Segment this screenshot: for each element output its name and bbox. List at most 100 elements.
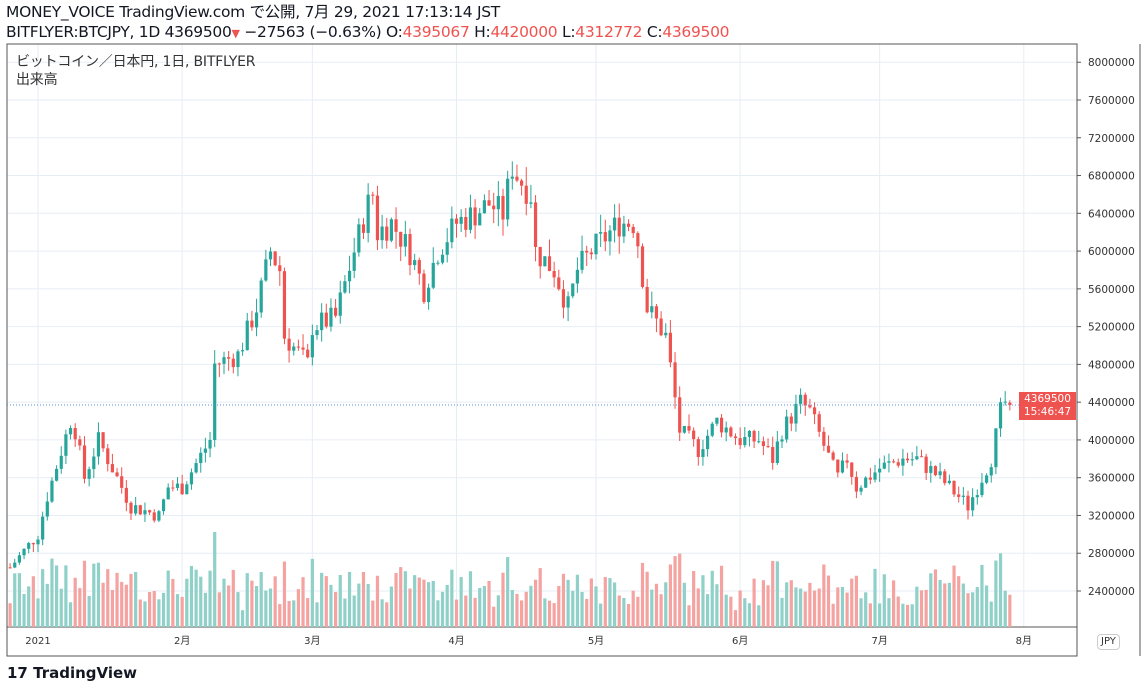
candle-body bbox=[594, 233, 598, 255]
candle-body bbox=[692, 430, 696, 440]
volume-bar bbox=[110, 590, 114, 627]
candle-body bbox=[366, 194, 370, 233]
volume-bar bbox=[78, 588, 82, 627]
volume-bar bbox=[389, 586, 393, 627]
volume-bar bbox=[668, 564, 672, 627]
candle-body bbox=[459, 216, 463, 224]
volume-bar bbox=[171, 578, 175, 627]
volume-bar bbox=[538, 568, 542, 627]
candle-body bbox=[659, 318, 663, 336]
volume-bar bbox=[366, 583, 370, 627]
volume-bar bbox=[152, 590, 156, 627]
volume-bar bbox=[292, 600, 296, 627]
candle-body bbox=[961, 495, 965, 497]
candle-body bbox=[771, 447, 775, 463]
candle-body bbox=[385, 226, 389, 241]
volume-bar bbox=[761, 580, 765, 627]
volume-bar bbox=[692, 571, 696, 627]
h-label: H: bbox=[474, 23, 491, 41]
volume-bar bbox=[575, 574, 579, 627]
volume-bar bbox=[27, 586, 31, 627]
candle-body bbox=[134, 505, 138, 514]
candle-body bbox=[845, 460, 849, 463]
candle-body bbox=[371, 194, 375, 196]
candle-body bbox=[910, 459, 914, 461]
volume-bar bbox=[343, 598, 347, 627]
volume-bar bbox=[957, 576, 961, 627]
candle-body bbox=[338, 292, 342, 316]
candle-body bbox=[747, 430, 752, 437]
candle-body bbox=[859, 487, 863, 492]
volume-bar bbox=[380, 599, 384, 627]
bar-countdown: 15:46:47 bbox=[1023, 406, 1072, 418]
candle-body bbox=[259, 280, 263, 313]
candle-body bbox=[599, 232, 603, 234]
volume-bar bbox=[789, 580, 793, 627]
candle-body bbox=[208, 439, 212, 449]
volume-bar bbox=[943, 583, 947, 627]
candle-body bbox=[706, 435, 710, 450]
volume-bar bbox=[771, 560, 775, 627]
candle-body bbox=[8, 567, 12, 569]
candle-body bbox=[501, 195, 505, 220]
volume-bar bbox=[347, 571, 352, 627]
candle-body bbox=[106, 448, 110, 465]
volume-bar bbox=[431, 580, 435, 627]
volume-bar bbox=[278, 604, 282, 627]
candle-body bbox=[394, 219, 398, 232]
candle-body bbox=[222, 357, 226, 364]
y-tick-label: 4400000 bbox=[1088, 397, 1135, 409]
candle-body bbox=[543, 256, 547, 267]
volume-bar bbox=[450, 569, 454, 627]
volume-bar bbox=[626, 603, 631, 627]
volume-bar bbox=[227, 585, 231, 627]
candle-body bbox=[185, 484, 189, 495]
volume-bar bbox=[185, 578, 189, 627]
candle-body bbox=[808, 405, 812, 408]
candle-body bbox=[668, 332, 672, 363]
candle-body bbox=[492, 205, 496, 210]
volume-bar bbox=[87, 595, 91, 627]
volume-bar bbox=[924, 589, 928, 627]
candle-body bbox=[613, 217, 617, 231]
volume-bar bbox=[836, 587, 840, 627]
volume-bar bbox=[296, 589, 300, 627]
volume-bar bbox=[506, 557, 510, 627]
volume-bar bbox=[533, 579, 538, 627]
candle-body bbox=[840, 460, 845, 473]
candle-body bbox=[571, 283, 575, 297]
candle-body bbox=[254, 312, 259, 328]
candle-body bbox=[157, 511, 161, 521]
candle-body bbox=[250, 320, 254, 328]
candle-body bbox=[868, 477, 872, 480]
volume-bar bbox=[878, 603, 882, 627]
volume-bar bbox=[599, 603, 603, 627]
candle-body bbox=[264, 259, 268, 281]
candle-body bbox=[836, 459, 840, 473]
candle-body bbox=[971, 497, 975, 511]
volume-bar bbox=[524, 591, 528, 627]
volume-bar bbox=[822, 564, 826, 627]
candle-body bbox=[994, 428, 998, 468]
volume-bar bbox=[580, 592, 584, 627]
candle-body bbox=[17, 555, 21, 563]
volume-bar bbox=[157, 599, 161, 627]
currency-button[interactable]: JPY bbox=[1097, 634, 1120, 650]
volume-bar bbox=[394, 573, 398, 627]
candle-body bbox=[315, 330, 319, 336]
volume-bar bbox=[966, 593, 970, 627]
change-text: −27563 (−0.63%) bbox=[244, 23, 382, 41]
volume-bar bbox=[971, 592, 975, 627]
volume-bar bbox=[645, 571, 649, 627]
candle-body bbox=[115, 472, 119, 477]
candle-body bbox=[78, 439, 82, 446]
volume-bar bbox=[236, 592, 240, 627]
volume-bar bbox=[134, 571, 138, 627]
candle-body bbox=[50, 480, 54, 502]
candle-body bbox=[631, 226, 635, 234]
candle-body bbox=[213, 363, 217, 440]
candle-body bbox=[203, 448, 207, 453]
down-arrow-icon: ▼ bbox=[231, 27, 240, 40]
volume-bar bbox=[864, 592, 868, 627]
